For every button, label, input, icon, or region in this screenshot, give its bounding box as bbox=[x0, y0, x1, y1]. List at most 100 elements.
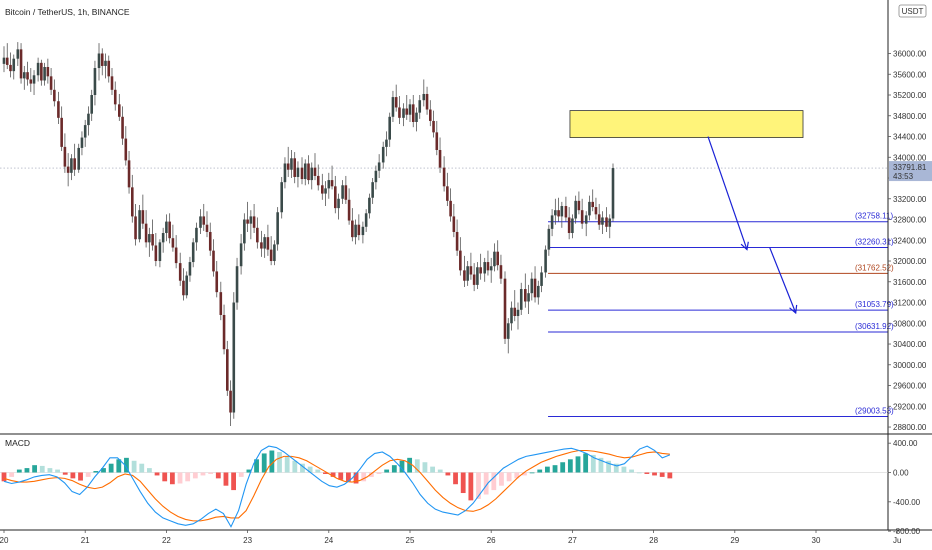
candle-body bbox=[19, 49, 23, 79]
candle-body bbox=[405, 108, 409, 115]
currency-badge-label: USDT bbox=[902, 7, 924, 16]
price-pane[interactable]: (32758.11) (32260.31) (31762.52) (31053.79)… bbox=[0, 42, 894, 427]
macd-histogram-bar bbox=[552, 465, 558, 473]
macd-histogram-bar bbox=[590, 454, 596, 473]
candle-body bbox=[5, 57, 9, 65]
candle-body bbox=[547, 228, 551, 250]
candle-body bbox=[344, 185, 348, 200]
macd-histogram-bar bbox=[231, 472, 236, 491]
macd-histogram-bar bbox=[659, 472, 665, 477]
candle-body bbox=[235, 266, 239, 303]
macd-histogram-bar bbox=[422, 462, 428, 473]
candle-body bbox=[524, 289, 527, 302]
macd-histogram-bar bbox=[185, 472, 191, 482]
candle-body bbox=[594, 207, 598, 215]
candle-body bbox=[584, 215, 588, 224]
candle-body bbox=[418, 100, 422, 113]
macd-histogram-bar bbox=[131, 460, 137, 473]
macd-histogram-bar bbox=[16, 469, 22, 473]
macd-histogram-bar bbox=[636, 472, 642, 474]
macd-histogram-bar bbox=[361, 472, 367, 482]
candle-body bbox=[174, 247, 178, 264]
candle-body bbox=[300, 167, 304, 180]
candle-body bbox=[53, 89, 56, 102]
candle-body bbox=[104, 60, 107, 66]
candle-body bbox=[385, 139, 388, 147]
candle-body bbox=[185, 275, 188, 296]
candle-body bbox=[202, 216, 206, 225]
macd-histogram-bar bbox=[430, 466, 435, 473]
macd-histogram-bar bbox=[476, 472, 481, 499]
candle-body bbox=[449, 200, 452, 217]
candle-body bbox=[87, 113, 90, 126]
candle-body bbox=[199, 216, 202, 228]
macd-histogram-bar bbox=[39, 465, 45, 473]
candle-body bbox=[90, 95, 93, 114]
candle-body bbox=[540, 272, 543, 286]
candle-body bbox=[97, 53, 101, 69]
candle-body bbox=[608, 218, 612, 227]
price-tick-label: 30400.00 bbox=[893, 340, 927, 349]
candle-body bbox=[388, 116, 391, 140]
candle-body bbox=[435, 132, 439, 151]
candle-body bbox=[321, 185, 324, 194]
candle-body bbox=[544, 249, 547, 273]
candle-body bbox=[219, 292, 223, 315]
candle-body bbox=[591, 201, 594, 208]
macd-histogram-bar bbox=[606, 460, 612, 473]
macd-histogram-bar bbox=[522, 472, 527, 476]
price-tick-label: 32400.00 bbox=[893, 236, 927, 245]
candle-body bbox=[239, 243, 243, 267]
price-tick-label: 32000.00 bbox=[893, 257, 927, 266]
currency-badge-box bbox=[898, 4, 927, 18]
candle-body bbox=[252, 216, 256, 228]
candle-body bbox=[9, 64, 12, 72]
candle-body bbox=[611, 168, 615, 219]
candle-body bbox=[273, 244, 276, 262]
macd-histogram-bar bbox=[55, 469, 60, 473]
price-tick-label: 34800.00 bbox=[893, 112, 927, 121]
candle-body bbox=[269, 249, 273, 262]
candle-body bbox=[158, 242, 162, 262]
candle-body bbox=[567, 217, 571, 234]
macd-histogram-bar bbox=[154, 472, 160, 476]
candle-body bbox=[371, 182, 374, 198]
candle-body bbox=[12, 58, 16, 72]
time-tick-label: 24 bbox=[324, 536, 333, 545]
candle-body bbox=[476, 267, 479, 285]
candle-body bbox=[107, 60, 111, 77]
candle-body bbox=[571, 218, 574, 234]
price-axis[interactable]: 36000.00 35600.00 35200.00 34800.00 34400.00… bbox=[887, 0, 932, 530]
candle-body bbox=[260, 242, 263, 249]
candle-body bbox=[32, 75, 36, 84]
candle-body bbox=[276, 212, 279, 245]
macd-histogram-bar bbox=[223, 472, 229, 486]
time-axis[interactable]: 20 21 22 23 24 25 26 27 28 29 30 Ju bbox=[0, 529, 932, 545]
candle-body bbox=[459, 250, 462, 271]
macd-histogram-bar bbox=[192, 472, 198, 479]
candle-body bbox=[351, 220, 354, 238]
candle-body bbox=[408, 104, 412, 115]
candle-body bbox=[110, 76, 114, 90]
price-tick-label: 34000.00 bbox=[893, 153, 927, 162]
macd-pane[interactable]: 400.00 0.00 -400.00 -800.00 bbox=[0, 433, 932, 536]
macd-tick-label: -400.00 bbox=[893, 498, 921, 507]
macd-histogram-bar bbox=[629, 469, 634, 473]
macd-histogram-bar bbox=[491, 472, 497, 491]
macd-histogram-bar bbox=[391, 465, 397, 473]
candle-body bbox=[171, 238, 175, 248]
time-tick-label: 28 bbox=[649, 536, 658, 545]
candle-body bbox=[429, 109, 432, 121]
currency-badge[interactable]: USDT bbox=[898, 4, 927, 18]
candle-body bbox=[43, 66, 46, 81]
candle-body bbox=[286, 163, 290, 170]
price-tick-label: 32800.00 bbox=[893, 216, 927, 225]
candle-body bbox=[327, 180, 331, 189]
price-tick-label: 33200.00 bbox=[893, 195, 927, 204]
candle-body bbox=[486, 262, 490, 271]
time-tick-label: 30 bbox=[812, 536, 821, 545]
candle-body bbox=[415, 112, 418, 122]
macd-histogram-bar bbox=[514, 472, 520, 479]
candle-body bbox=[357, 224, 361, 236]
candle-body bbox=[506, 323, 510, 339]
